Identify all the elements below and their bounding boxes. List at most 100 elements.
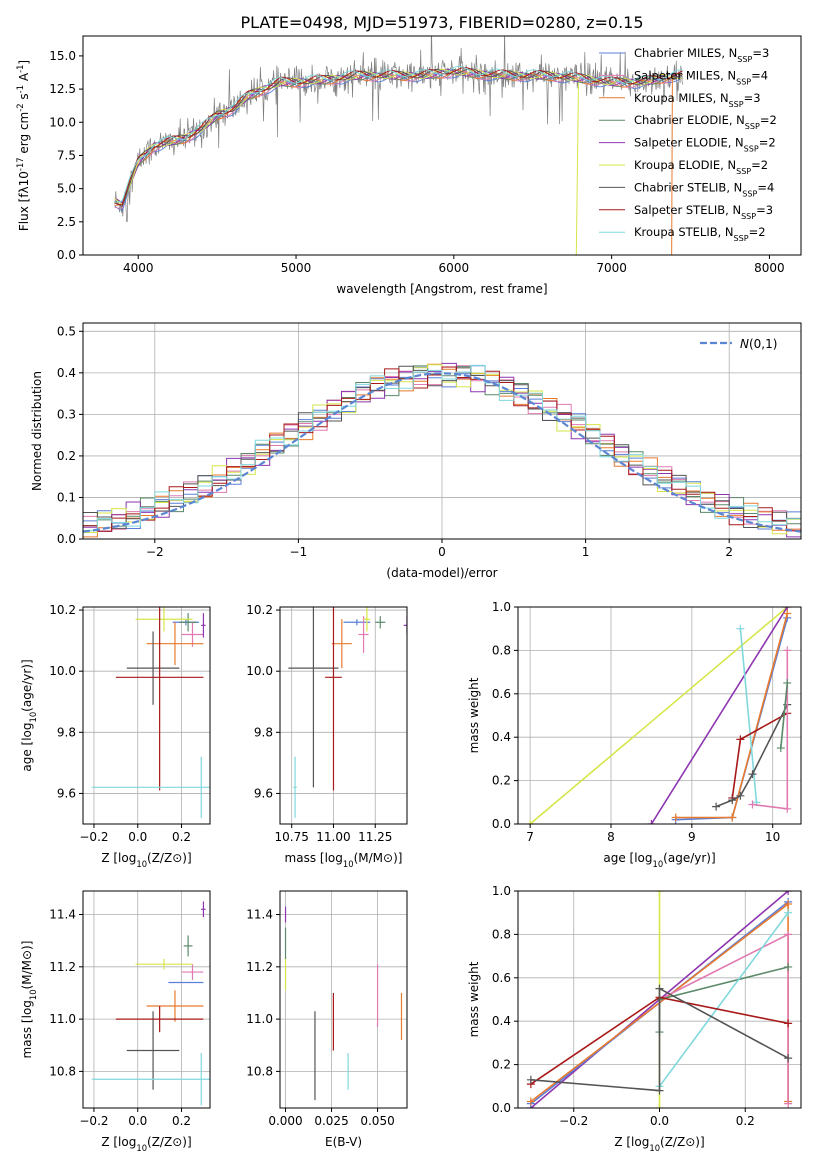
x-tick-label: 0.0 bbox=[128, 1114, 147, 1128]
y-tick-label: 0.0 bbox=[492, 1101, 511, 1115]
y-axis-label: Normed distribution bbox=[30, 371, 44, 491]
histogram-kroupa-stelib bbox=[83, 364, 801, 539]
legend-label-chabrier-stelib: Chabrier STELIB, NSSP=4 bbox=[634, 180, 774, 198]
y-tick-label: 11.4 bbox=[49, 908, 76, 922]
legend-label-salpeter-miles: Salpeter MILES, NSSP=4 bbox=[634, 68, 768, 86]
x-tick-label: −0.2 bbox=[559, 1114, 588, 1128]
errorbar-chabrier-stelib bbox=[288, 607, 339, 788]
observed-spectrum-line bbox=[114, 36, 683, 223]
errorbar-kroupa-stelib bbox=[293, 756, 297, 818]
legend-label-normal: N(0,1) bbox=[740, 337, 777, 351]
y-tick-label: 0.0 bbox=[57, 248, 76, 262]
legend-label-kroupa-elodie: Kroupa ELODIE, NSSP=2 bbox=[634, 158, 768, 176]
y-axis-label: age [log10(age/yr)] bbox=[20, 659, 38, 771]
x-tick-label: 11.25 bbox=[358, 830, 392, 844]
model-spectrum-salpeter-miles bbox=[114, 70, 683, 209]
x-axis-label: mass [log10(M/M⊙)] bbox=[285, 851, 403, 869]
residuals-legend: N(0,1) bbox=[700, 337, 777, 351]
weight-marker-kroupa-elodie bbox=[655, 891, 664, 895]
x-tick-label: 11.00 bbox=[316, 830, 350, 844]
weight-line-salpeter-elodie bbox=[650, 607, 788, 824]
panel-weight-age: 7 8 9 10 0.0 0.2 0.4 0.6 0.8 1.0 age [log10(age/yr… bbox=[467, 600, 802, 869]
y-tick-label: 0.6 bbox=[492, 971, 511, 985]
plot-area-age-mass bbox=[288, 607, 407, 818]
weight-line-chabrier-stelib bbox=[530, 987, 789, 1092]
plot-area-residuals bbox=[83, 362, 801, 539]
x-tick-label: 10.75 bbox=[275, 830, 309, 844]
weight-marker-chabrier-stelib bbox=[712, 802, 721, 811]
y-tick-label: 10.0 bbox=[49, 664, 76, 678]
x-tick-label: 0.2 bbox=[172, 1114, 191, 1128]
weight-marker-salpeter-stelib bbox=[784, 1019, 793, 1028]
y-tick-label: 11.2 bbox=[246, 960, 273, 974]
axes-frame-spectrum: 4000 5000 6000 7000 8000 0.0 2.5 5.0 7.5 10.0 12.5… bbox=[15, 35, 802, 296]
plot-area-mass-EBV bbox=[284, 906, 403, 1101]
x-tick-label: 7 bbox=[526, 830, 534, 844]
y-tick-label: 0.1 bbox=[57, 490, 76, 504]
weight-marker-chabrier-elodie bbox=[783, 678, 792, 687]
weight-marker-kroupa-elodie bbox=[526, 820, 535, 824]
errorbar-kroupa-elodie bbox=[135, 958, 193, 970]
weight-marker-chabrier-stelib bbox=[748, 770, 757, 779]
errorbar-salpeter-elodie bbox=[403, 616, 407, 635]
plot-area-spectrum bbox=[114, 36, 683, 255]
y-tick-label: 1.0 bbox=[492, 600, 511, 614]
axes-frame bbox=[82, 35, 802, 256]
x-tick-label: 1 bbox=[582, 545, 590, 559]
x-axis-label: (data-model)/error bbox=[386, 566, 497, 580]
plot-area-mass-Z bbox=[91, 901, 210, 1106]
y-tick-label: 10.8 bbox=[246, 1064, 273, 1078]
weight-marker-salpeter-elodie bbox=[784, 891, 793, 895]
y-tick-label: 11.2 bbox=[49, 960, 76, 974]
y-tick-label: 0.5 bbox=[57, 324, 76, 338]
y-tick-label: 0.2 bbox=[57, 449, 76, 463]
axes-frame-mass-EBV: 0.000 0.025 0.050 10.8 11.0 11.2 11.4 E(B-V) bbox=[246, 890, 408, 1149]
weight-marker-chabrier-stelib bbox=[526, 1075, 535, 1084]
x-tick-label: 0.2 bbox=[736, 1114, 755, 1128]
model-spectrum-kroupa-miles bbox=[114, 69, 683, 206]
x-tick-label: 10 bbox=[765, 830, 780, 844]
plot-area-weight-Z bbox=[526, 891, 793, 1108]
x-tick-label: 0.050 bbox=[360, 1114, 394, 1128]
errorbar-kroupa-miles bbox=[331, 619, 352, 669]
plot-area-age-Z bbox=[91, 607, 210, 818]
errorbar-chabrier-miles bbox=[343, 619, 371, 626]
model-spectrum-chabrier-stelib bbox=[114, 68, 683, 208]
weight-marker-chabrier-stelib bbox=[728, 796, 737, 805]
weight-marker-chabrier-stelib bbox=[655, 1086, 664, 1095]
weight-marker-kroupa-miles bbox=[728, 813, 737, 822]
x-tick-label: 0.0 bbox=[128, 830, 147, 844]
weight-line-kroupa-stelib bbox=[739, 628, 758, 803]
errorbar-salpeter-miles bbox=[358, 616, 369, 653]
axes-frame-weight-Z: −0.2 0.0 0.2 0.0 0.2 0.4 0.6 0.8 1.0 Z [log10(Z/Z… bbox=[467, 884, 802, 1153]
x-tick-label: 9 bbox=[688, 830, 696, 844]
y-tick-label: 0.8 bbox=[492, 927, 511, 941]
x-tick-label: 0 bbox=[438, 545, 446, 559]
y-tick-label: 2.5 bbox=[57, 215, 76, 229]
model-spectrum-chabrier-elodie bbox=[114, 68, 683, 203]
y-tick-label: 12.5 bbox=[49, 82, 76, 96]
figure-title: PLATE=0498, MJD=51973, FIBERID=0280, z=0… bbox=[240, 13, 643, 32]
y-tick-label: 0.3 bbox=[57, 407, 76, 421]
weight-marker-salpeter-miles bbox=[784, 930, 793, 939]
weight-marker-kroupa-miles bbox=[783, 609, 792, 618]
y-tick-label: 10.0 bbox=[49, 115, 76, 129]
x-axis-label: Z [log10(Z/Z⊙)] bbox=[101, 851, 191, 869]
weight-marker-salpeter-miles bbox=[783, 804, 792, 813]
errorbar-salpeter-miles bbox=[181, 964, 204, 980]
legend-label-salpeter-stelib: Salpeter STELIB, NSSP=3 bbox=[634, 203, 773, 221]
legend-label-chabrier-elodie: Chabrier ELODIE, NSSP=2 bbox=[634, 113, 777, 131]
weight-marker-chabrier-elodie bbox=[784, 962, 793, 971]
x-tick-label: 2 bbox=[725, 545, 733, 559]
errorbar-kroupa-elodie bbox=[135, 607, 193, 632]
y-tick-label: 0.2 bbox=[492, 774, 511, 788]
x-tick-label: −2 bbox=[146, 545, 164, 559]
axes-frame-mass-Z: −0.2 0.0 0.2 10.8 11.0 11.2 11.4 Z [log10(Z/Z⊙)… bbox=[20, 890, 211, 1153]
y-tick-label: 11.0 bbox=[49, 1012, 76, 1026]
errorbar-kroupa-stelib bbox=[91, 1053, 210, 1106]
model-spectrum-salpeter-elodie bbox=[114, 68, 683, 204]
axes-frame-age-mass: 10.75 11.00 11.25 9.6 9.8 10.0 10.2 mass [log10… bbox=[246, 603, 408, 869]
plot-area-weight-age bbox=[526, 607, 792, 824]
y-tick-label: 9.8 bbox=[254, 725, 273, 739]
x-tick-label: 8 bbox=[607, 830, 615, 844]
